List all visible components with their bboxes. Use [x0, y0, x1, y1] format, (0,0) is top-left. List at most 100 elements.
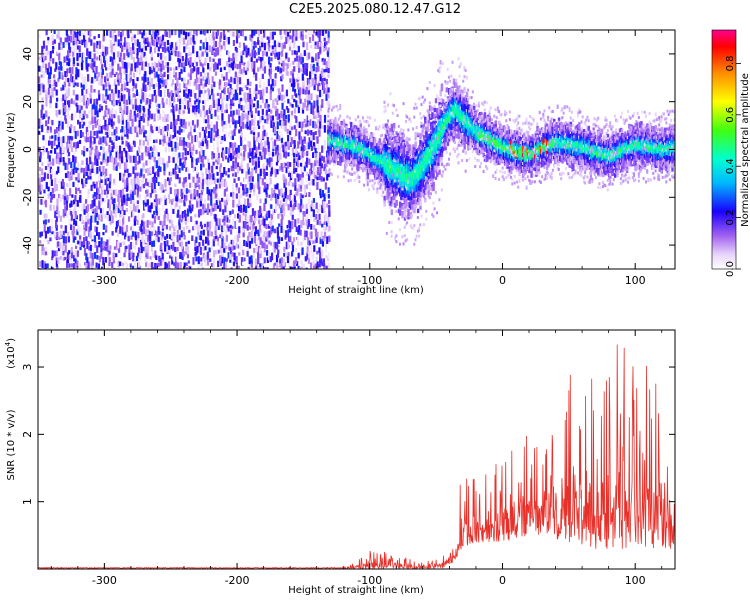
heatmap-cell — [291, 241, 294, 246]
heatmap-cell — [59, 146, 62, 154]
heatmap-cell — [83, 208, 86, 215]
heatmap-cell — [158, 126, 161, 133]
heatmap-cell — [240, 131, 243, 138]
heatmap-cell — [47, 186, 50, 192]
heatmap-cell — [295, 55, 299, 62]
heatmap-cell — [42, 40, 46, 49]
heatmap-cell — [220, 152, 224, 158]
heatmap-cell — [113, 129, 116, 136]
heatmap-cell — [100, 77, 103, 86]
heatmap-cell — [244, 137, 247, 142]
heatmap-cell — [98, 203, 101, 210]
heatmap-cell — [163, 240, 166, 246]
heatmap-cell — [353, 128, 356, 132]
heatmap-cell — [38, 65, 41, 72]
heatmap-cell — [208, 221, 212, 229]
heatmap-cell — [330, 128, 333, 132]
heatmap-cell — [40, 51, 43, 58]
heatmap-cell — [307, 268, 310, 269]
heatmap-cell — [178, 177, 181, 184]
heatmap-cell — [55, 126, 59, 131]
heatmap-cell — [109, 110, 112, 118]
heatmap-cell — [231, 142, 234, 150]
heatmap-cell — [102, 158, 105, 163]
heatmap-cell — [169, 97, 172, 106]
heatmap-cell — [363, 156, 366, 160]
heatmap-cell — [148, 220, 152, 225]
heatmap-cell — [129, 113, 132, 122]
heatmap-cell — [274, 193, 277, 199]
heatmap-cell — [263, 182, 266, 190]
heatmap-cell — [85, 157, 89, 166]
heatmap-cell — [257, 192, 260, 198]
heatmap-cell — [178, 167, 181, 174]
heatmap-cell — [104, 125, 107, 131]
heatmap-cell — [158, 103, 161, 109]
heatmap-cell — [58, 71, 61, 80]
heatmap-cell — [252, 251, 255, 258]
heatmap-cell — [41, 55, 44, 63]
heatmap-cell — [261, 35, 264, 43]
heatmap-cell — [357, 115, 360, 119]
heatmap-cell — [69, 35, 73, 43]
heatmap-cell — [38, 95, 41, 99]
heatmap-cell — [277, 236, 281, 244]
heatmap-cell — [223, 257, 226, 265]
heatmap-cell — [220, 135, 223, 143]
heatmap-cell — [51, 187, 54, 194]
heatmap-cell — [296, 157, 299, 163]
heatmap-cell — [69, 181, 72, 188]
heatmap-cell — [154, 61, 157, 68]
heatmap-cell — [344, 169, 347, 173]
heatmap-cell — [98, 193, 101, 200]
heatmap-cell — [277, 245, 280, 254]
heatmap-cell — [281, 84, 284, 92]
heatmap-cell — [85, 41, 88, 49]
heatmap-cell — [51, 84, 54, 88]
heatmap-cell — [214, 71, 218, 76]
heatmap-cell — [95, 105, 98, 112]
heatmap-cell — [89, 168, 92, 176]
heatmap-cell — [85, 89, 88, 94]
heatmap-cell — [176, 77, 179, 84]
heatmap-cell — [234, 120, 237, 129]
heatmap-cell — [58, 236, 61, 240]
heatmap-cell — [90, 147, 93, 155]
heatmap-cell — [171, 256, 174, 265]
heatmap-cell — [172, 157, 175, 163]
heatmap-cell — [183, 93, 187, 101]
heatmap-cell — [210, 197, 213, 206]
heatmap-cell — [115, 204, 118, 210]
heatmap-cell — [39, 156, 42, 163]
heatmap-cell — [126, 78, 129, 86]
heatmap-cell — [211, 76, 214, 84]
heatmap-cell — [157, 74, 160, 82]
heatmap-cell — [68, 105, 71, 111]
heatmap-cell — [122, 173, 125, 180]
heatmap-cell — [229, 124, 232, 128]
heatmap-cell — [298, 92, 301, 100]
heatmap-cell — [117, 245, 121, 253]
heatmap-cell — [301, 34, 304, 41]
heatmap-cell — [259, 263, 262, 268]
heatmap-cell — [97, 232, 101, 240]
heatmap-cell — [158, 231, 161, 235]
heatmap-cell — [140, 246, 143, 254]
heatmap-cell — [93, 57, 96, 62]
heatmap-cell — [91, 162, 94, 169]
heatmap-cell — [361, 136, 364, 140]
heatmap-cell — [299, 187, 303, 192]
heatmap-cell — [162, 157, 165, 164]
heatmap-cell — [157, 36, 161, 41]
heatmap-cell — [264, 119, 267, 124]
heatmap-cell — [126, 129, 129, 137]
heatmap-cell — [326, 236, 329, 244]
heatmap-cell — [78, 226, 81, 232]
heatmap-cell — [157, 226, 160, 233]
heatmap-cell — [194, 239, 197, 248]
heatmap-cell — [303, 184, 307, 189]
heatmap-cell — [157, 30, 160, 36]
heatmap-cell — [232, 39, 236, 46]
heatmap-cell — [308, 198, 311, 205]
heatmap-cell — [46, 173, 50, 179]
